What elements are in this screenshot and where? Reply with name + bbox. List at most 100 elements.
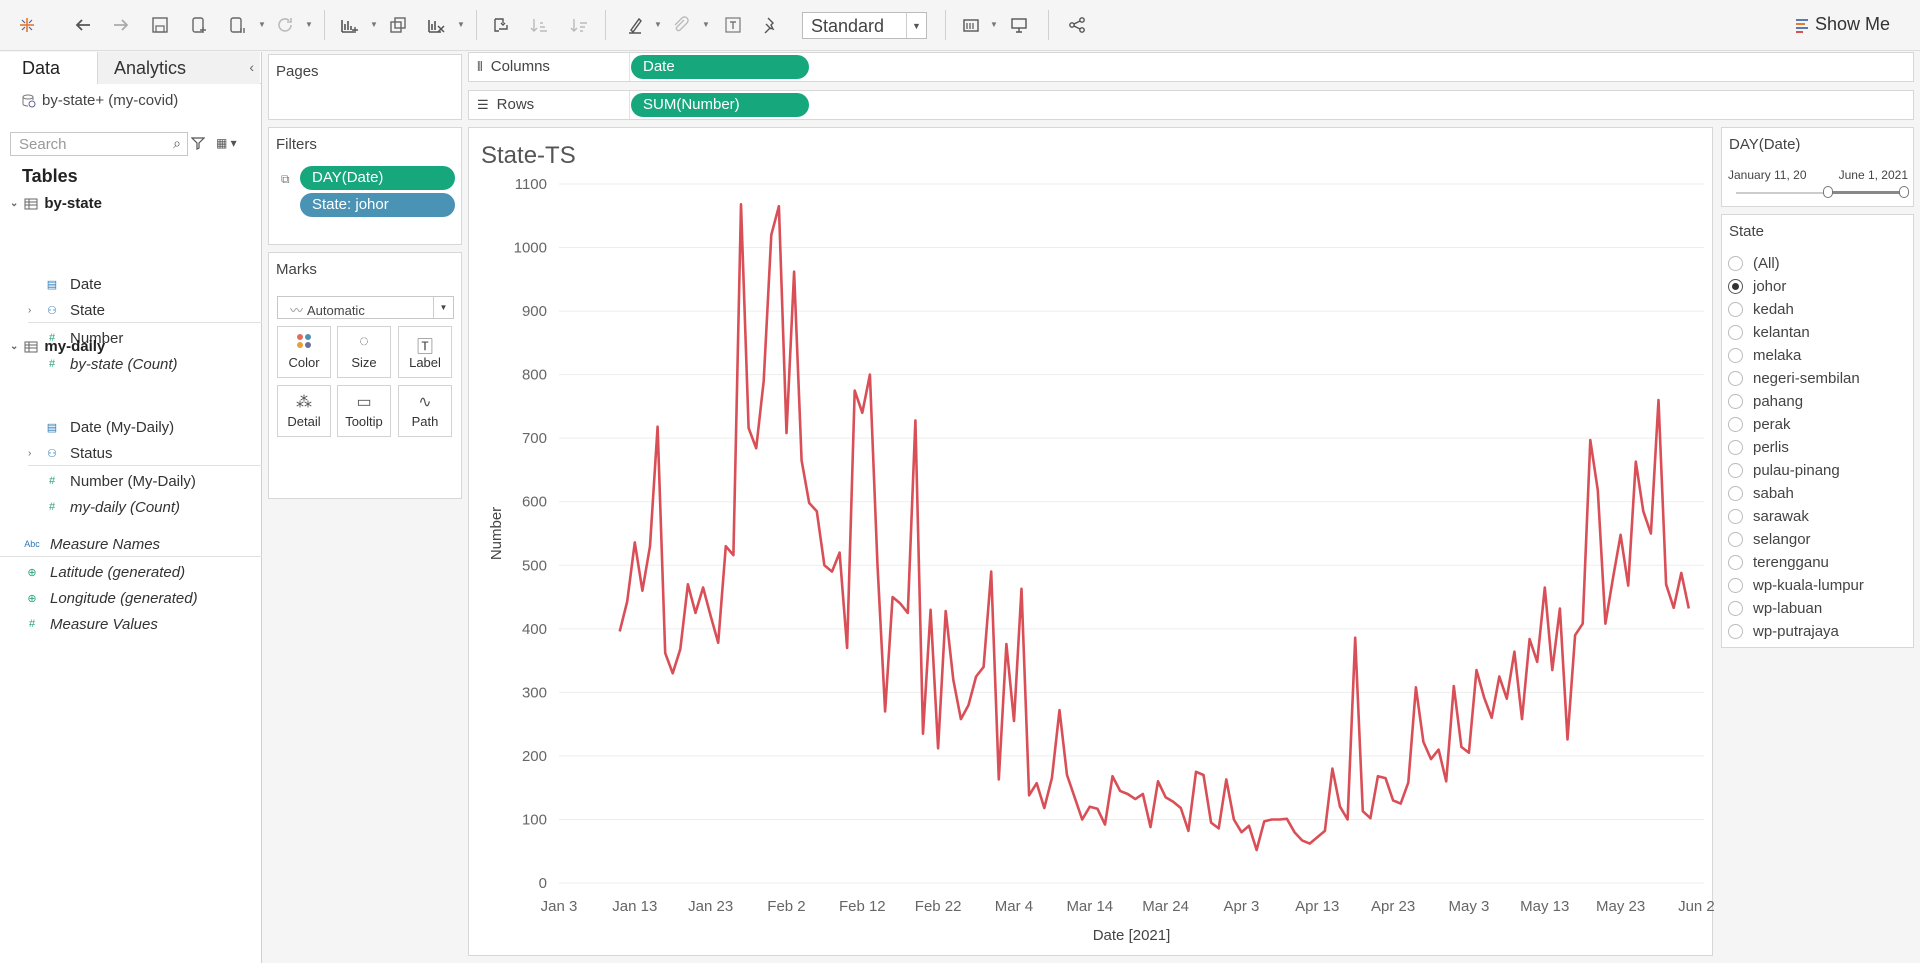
new-datasource-icon[interactable] — [186, 12, 212, 38]
collapse-pane-icon[interactable]: ‹ — [249, 59, 254, 75]
group-members-icon[interactable] — [668, 12, 694, 38]
sort-ascending-icon[interactable] — [526, 12, 552, 38]
radio-button[interactable] — [1728, 531, 1743, 547]
radio-button[interactable] — [1728, 347, 1743, 363]
save-icon[interactable] — [147, 12, 173, 38]
field-measure-names[interactable]: Abc Measure Names — [22, 532, 160, 556]
field-longitude[interactable]: ⊕ Longitude (generated) — [22, 586, 197, 610]
state-option-kelantan[interactable]: kelantan — [1728, 322, 1810, 342]
chevron-down-icon[interactable]: ▼ — [305, 20, 313, 29]
mark-type-select[interactable]: 〰 Automatic ▼ — [277, 296, 454, 319]
chevron-down-icon[interactable]: ▼ — [370, 20, 378, 29]
chevron-down-icon[interactable]: ▼ — [990, 20, 998, 29]
tab-analytics[interactable]: Analytics ‹ — [97, 52, 260, 84]
fix-axes-icon[interactable] — [757, 12, 783, 38]
state-option-all[interactable]: (All) — [1728, 253, 1780, 273]
rows-pill-sum-number[interactable]: SUM(Number) — [631, 93, 809, 117]
line-chart[interactable]: 0 100 200 300 400 500 600 700 800 900 1000 1100 Jan … — [469, 128, 1714, 957]
state-option-pahang[interactable]: pahang — [1728, 391, 1803, 411]
rows-shelf[interactable]: ☰ Rows SUM(Number) — [468, 90, 1914, 120]
swap-axes-icon[interactable] — [488, 12, 514, 38]
marks-path-button[interactable]: ∿ Path — [398, 385, 452, 437]
state-option-wp-putrajaya[interactable]: wp-putrajaya — [1728, 621, 1839, 641]
state-option-pulau-pinang[interactable]: pulau-pinang — [1728, 460, 1840, 480]
filter-fields-icon[interactable] — [190, 136, 206, 155]
state-option-johor[interactable]: johor — [1728, 276, 1786, 296]
refresh-icon[interactable] — [272, 12, 298, 38]
search-input[interactable]: Search ⌕ — [10, 132, 188, 156]
radio-button[interactable] — [1728, 462, 1743, 478]
radio-button[interactable] — [1728, 485, 1743, 501]
radio-button[interactable] — [1728, 278, 1743, 294]
state-option-melaka[interactable]: melaka — [1728, 345, 1801, 365]
radio-button[interactable] — [1728, 301, 1743, 317]
view-size-select[interactable]: Standard ▼ — [802, 12, 927, 39]
state-option-wp-labuan[interactable]: wp-labuan — [1728, 598, 1822, 618]
radio-button[interactable] — [1728, 255, 1743, 271]
state-option-perak[interactable]: perak — [1728, 414, 1791, 434]
radio-button[interactable] — [1728, 370, 1743, 386]
highlight-icon[interactable] — [622, 12, 648, 38]
columns-shelf[interactable]: ⦀ Columns Date — [468, 52, 1914, 82]
table-by-state[interactable]: ⌄ by-state — [10, 195, 102, 212]
field-latitude[interactable]: ⊕ Latitude (generated) — [22, 560, 185, 584]
state-option-terengganu[interactable]: terengganu — [1728, 552, 1829, 572]
radio-button[interactable] — [1728, 623, 1743, 639]
radio-button[interactable] — [1728, 439, 1743, 455]
columns-pill-date[interactable]: Date — [631, 55, 809, 79]
field-status[interactable]: › ⚇ Status — [28, 441, 113, 465]
series-line[interactable] — [618, 203, 1691, 852]
field-number-my-daily[interactable]: # Number (My-Daily) — [42, 469, 196, 493]
show-labels-icon[interactable] — [720, 12, 746, 38]
state-option-kedah[interactable]: kedah — [1728, 299, 1794, 319]
datasource-name[interactable]: by-state+ (my-covid) — [22, 92, 178, 109]
field-state[interactable]: › ⚇ State — [28, 298, 105, 322]
filter-pill-date[interactable]: DAY(Date) — [300, 166, 455, 190]
chevron-down-icon[interactable]: ▼ — [654, 20, 662, 29]
chevron-down-icon[interactable]: ▼ — [258, 20, 266, 29]
date-slider-start-handle[interactable] — [1823, 186, 1834, 198]
date-slider-track[interactable] — [1736, 192, 1904, 194]
pages-shelf[interactable]: Pages — [268, 54, 462, 120]
field-by-state-count[interactable]: # by-state (Count) — [42, 352, 178, 376]
chevron-down-icon[interactable]: ▼ — [457, 20, 465, 29]
show-me-button[interactable]: Show Me — [1795, 14, 1890, 35]
tab-data[interactable]: Data — [0, 52, 97, 84]
chevron-down-icon[interactable]: ▼ — [702, 20, 710, 29]
field-number[interactable]: # Number — [42, 326, 123, 350]
state-option-sarawak[interactable]: sarawak — [1728, 506, 1809, 526]
marks-size-button[interactable]: ◌ Size — [337, 326, 391, 378]
radio-button[interactable] — [1728, 554, 1743, 570]
marks-label-button[interactable]: 🅃 Label — [398, 326, 452, 378]
share-icon[interactable] — [1064, 12, 1090, 38]
radio-button[interactable] — [1728, 600, 1743, 616]
table-my-daily[interactable]: ⌄ my-daily — [10, 338, 105, 355]
new-worksheet-icon[interactable] — [336, 12, 362, 38]
show-cards-icon[interactable] — [958, 12, 984, 38]
filter-pill-state[interactable]: State: johor — [300, 193, 455, 217]
state-option-negeri-sembilan[interactable]: negeri-sembilan — [1728, 368, 1860, 388]
radio-button[interactable] — [1728, 577, 1743, 593]
date-slider-end-handle[interactable] — [1899, 186, 1909, 198]
tableau-logo-icon[interactable] — [14, 12, 40, 38]
state-option-sabah[interactable]: sabah — [1728, 483, 1794, 503]
sort-descending-icon[interactable] — [566, 12, 592, 38]
presentation-mode-icon[interactable] — [1006, 12, 1032, 38]
pause-updates-icon[interactable] — [224, 12, 250, 38]
marks-color-button[interactable]: Color — [277, 326, 331, 378]
view-options-icon[interactable]: ▦ ▾ — [216, 136, 237, 150]
field-date-my-daily[interactable]: ▤ Date (My-Daily) — [42, 415, 174, 439]
redo-icon[interactable] — [108, 12, 134, 38]
state-option-selangor[interactable]: selangor — [1728, 529, 1811, 549]
duplicate-icon[interactable] — [385, 12, 411, 38]
field-date[interactable]: ▤ Date — [42, 272, 102, 296]
marks-tooltip-button[interactable]: ▭ Tooltip — [337, 385, 391, 437]
marks-detail-button[interactable]: ⁂ Detail — [277, 385, 331, 437]
undo-icon[interactable] — [70, 12, 96, 38]
radio-button[interactable] — [1728, 416, 1743, 432]
radio-button[interactable] — [1728, 393, 1743, 409]
field-measure-values[interactable]: # Measure Values — [22, 612, 158, 636]
radio-button[interactable] — [1728, 508, 1743, 524]
radio-button[interactable] — [1728, 324, 1743, 340]
filters-shelf[interactable]: Filters ⧉ DAY(Date) State: johor — [268, 127, 462, 245]
